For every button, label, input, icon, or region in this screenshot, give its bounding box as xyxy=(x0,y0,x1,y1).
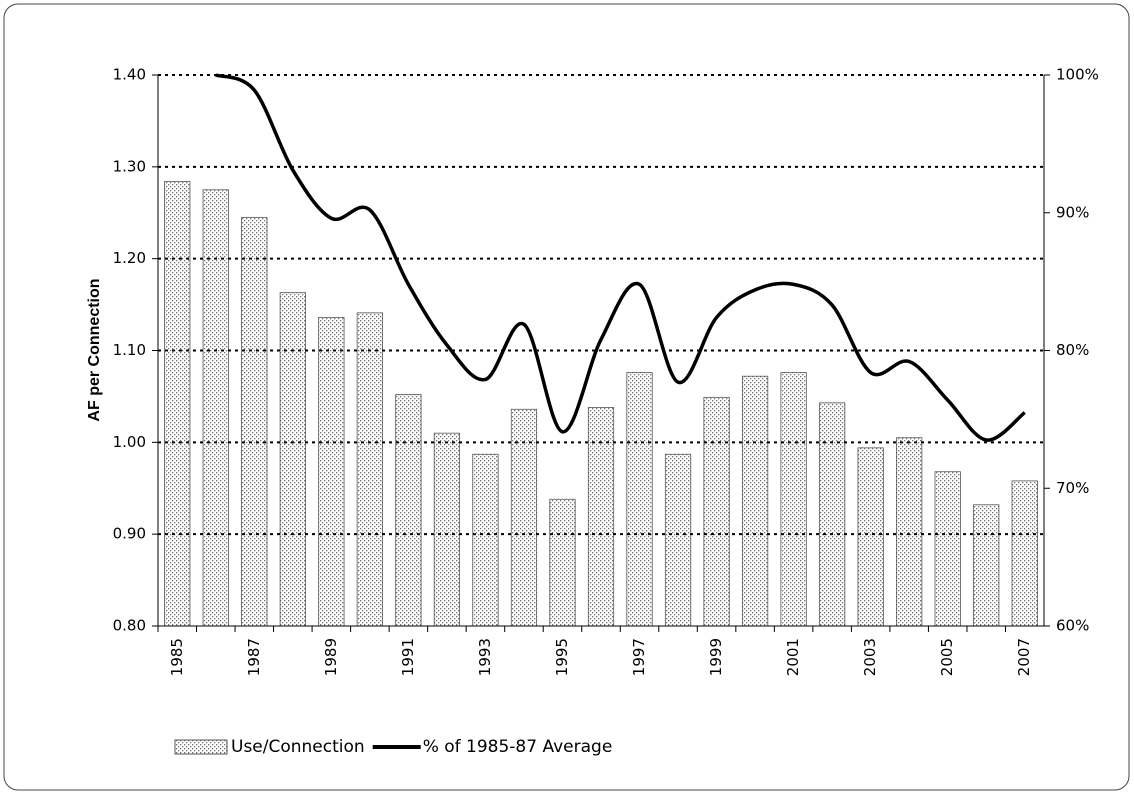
x-tick-label: 1985 xyxy=(168,638,186,676)
bar xyxy=(626,372,653,627)
x-tick-label: 1995 xyxy=(553,638,571,676)
y2-tick-label: 100% xyxy=(1056,66,1099,84)
line xyxy=(215,73,1026,442)
bar xyxy=(241,216,268,627)
y2-tick-label: 80% xyxy=(1056,341,1089,359)
bar xyxy=(896,437,923,627)
bar xyxy=(664,453,692,627)
x-tick-label: 1987 xyxy=(245,638,263,676)
x-tick-label: 1991 xyxy=(399,638,417,676)
x-tick-label: 2007 xyxy=(1015,638,1033,676)
y2-tick-label: 60% xyxy=(1056,617,1089,635)
y-tick-label: 0.90 xyxy=(113,525,146,543)
y-tick-label: 1.30 xyxy=(113,157,146,175)
bar xyxy=(587,407,615,627)
bar xyxy=(1011,480,1038,627)
y2-tick-label: 70% xyxy=(1056,479,1089,497)
y-tick-label: 1.40 xyxy=(113,66,146,84)
legend-label: % of 1985-87 Average xyxy=(423,737,613,757)
bar xyxy=(510,408,538,627)
x-tick-label: 1999 xyxy=(707,638,725,676)
bar xyxy=(356,312,383,627)
bar xyxy=(973,504,1000,627)
y-tick-label: 1.20 xyxy=(113,249,146,267)
bar xyxy=(433,432,461,627)
bar xyxy=(780,372,807,627)
bar xyxy=(819,402,846,627)
bar xyxy=(164,181,191,627)
bar xyxy=(703,396,730,627)
x-tick-label: 2001 xyxy=(784,638,802,676)
y-tick-label: 1.00 xyxy=(113,433,146,451)
x-tick-label: 2005 xyxy=(938,638,956,676)
y-tick-label: 0.80 xyxy=(113,617,146,635)
bar xyxy=(395,394,422,627)
x-tick-label: 1997 xyxy=(630,638,648,676)
x-tick-label: 1989 xyxy=(322,638,340,676)
bar xyxy=(279,292,306,627)
x-tick-label: 1993 xyxy=(476,638,494,676)
x-tick-label: 2003 xyxy=(861,638,879,676)
bar xyxy=(472,453,499,627)
bar xyxy=(741,375,769,627)
bar xyxy=(934,471,961,627)
bar xyxy=(549,498,576,627)
y-axis-label: AF per Connection xyxy=(86,278,103,421)
y-tick-label: 1.10 xyxy=(113,341,146,359)
bar xyxy=(202,189,229,627)
legend-swatch xyxy=(174,739,228,755)
y2-tick-label: 90% xyxy=(1056,203,1089,221)
legend-label: Use/Connection xyxy=(231,737,365,757)
bar xyxy=(857,447,884,627)
bar xyxy=(318,317,345,627)
